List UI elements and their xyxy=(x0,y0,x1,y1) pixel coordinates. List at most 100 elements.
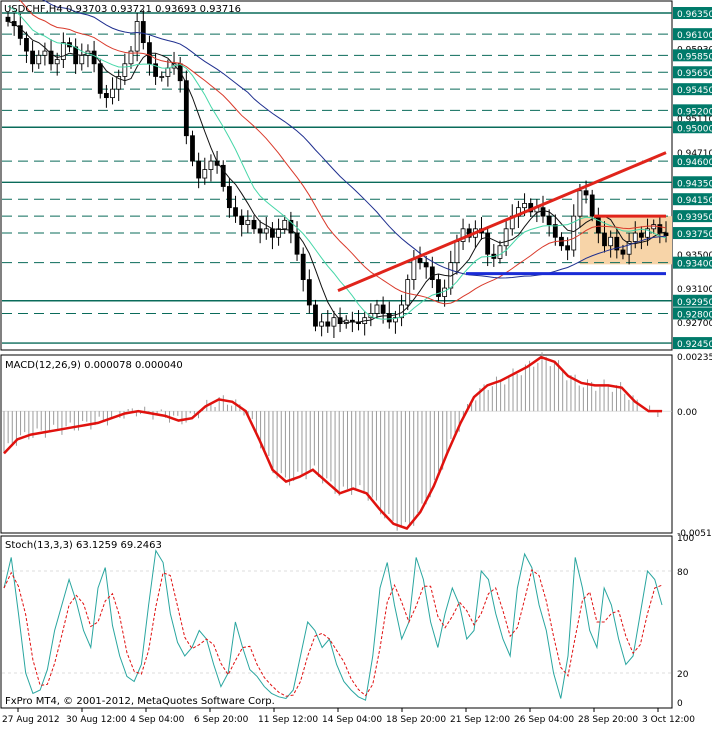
stoch-panel-frame xyxy=(0,535,673,709)
candle-body xyxy=(42,50,48,56)
candle-body xyxy=(626,241,632,255)
candle-body xyxy=(282,219,288,230)
price-label-text: 0.94350 xyxy=(677,179,712,189)
price-label-text: 0.95850 xyxy=(677,52,712,62)
price-label-text: 0.93950 xyxy=(677,213,712,223)
candle-body xyxy=(233,207,238,217)
candle-body xyxy=(97,63,103,94)
candle-body xyxy=(374,304,380,314)
symbol-title: USDCHF,H4 xyxy=(4,4,63,15)
price-label-text: 0.96350 xyxy=(677,10,712,20)
candle-body xyxy=(263,228,269,234)
candle-body xyxy=(73,46,79,65)
candle-body xyxy=(565,245,571,251)
candle-body xyxy=(245,219,251,225)
ohlc-values: 0.93703 0.93721 0.93693 0.93716 xyxy=(66,4,241,15)
candle-body xyxy=(423,262,429,268)
time-axis: 27 Aug 2012 30 Aug 12:00 4 Sep 04:00 6 Sep … xyxy=(2,708,695,725)
ma-green-line xyxy=(7,5,667,320)
macd-panel-frame xyxy=(0,354,673,534)
candle-body xyxy=(116,76,122,90)
candle-body xyxy=(202,169,208,179)
price-label-box xyxy=(673,294,712,307)
price-label-box xyxy=(673,227,712,240)
price-label-box xyxy=(673,155,712,168)
price-label-text: 0.95200 xyxy=(677,107,712,117)
time-axis-label: 6 Sep 20:00 xyxy=(194,715,249,725)
candle-body xyxy=(153,63,158,77)
candle-body xyxy=(368,313,374,319)
price-axis-label: 0.92700 xyxy=(677,319,712,329)
price-label-box xyxy=(673,7,712,20)
time-axis-label: 11 Sep 12:00 xyxy=(258,715,318,725)
candle-body xyxy=(386,313,392,323)
candle-body xyxy=(251,219,257,230)
candle-body xyxy=(503,228,509,247)
price-label-box xyxy=(673,66,712,79)
candle-body xyxy=(460,228,466,242)
candle-body xyxy=(306,279,312,306)
price-label-text: 0.92950 xyxy=(677,298,712,308)
time-axis-label: 3 Oct 12:00 xyxy=(642,715,695,725)
candle-body xyxy=(405,279,411,306)
candle-body xyxy=(24,37,29,52)
candle-body xyxy=(571,215,577,251)
candle-body xyxy=(546,215,552,225)
price-label-box xyxy=(673,307,712,320)
candle-body xyxy=(325,321,331,327)
price-label-box xyxy=(673,83,712,96)
candle-body xyxy=(632,232,638,242)
macd-axis-label: 0.00235 xyxy=(677,353,712,363)
candle-body xyxy=(485,232,491,255)
stoch-signal-line xyxy=(3,568,663,697)
candle-body xyxy=(239,215,245,225)
price-label-text: 0.93400 xyxy=(677,260,712,270)
ma-black-line xyxy=(7,20,667,324)
macd-axis-label: -0.00515 xyxy=(677,529,712,539)
price-label-box xyxy=(673,28,712,41)
stoch-axis-label: 80 xyxy=(677,568,689,578)
candle-body xyxy=(497,245,503,259)
price-panel xyxy=(2,0,672,344)
candle-body xyxy=(257,228,263,234)
price-label-box xyxy=(673,193,712,206)
candle-body xyxy=(393,317,398,323)
candle-body xyxy=(103,93,109,99)
time-axis-label: 14 Sep 04:00 xyxy=(322,715,382,725)
candle-body xyxy=(17,25,23,39)
candle-body xyxy=(36,54,42,65)
candle-body xyxy=(583,190,589,196)
candle-body xyxy=(54,59,60,65)
price-label-box xyxy=(673,337,712,350)
candle-body xyxy=(60,42,66,60)
candle-body xyxy=(226,186,232,209)
candle-body xyxy=(442,287,448,297)
candle-body xyxy=(522,203,527,209)
price-label-text: 0.95000 xyxy=(677,124,712,134)
candle-body xyxy=(183,80,189,137)
candle-body xyxy=(134,21,140,52)
candle-body xyxy=(140,21,146,44)
candle-body xyxy=(657,224,663,234)
time-axis-label: 27 Aug 2012 xyxy=(2,715,60,725)
candle-body xyxy=(128,50,134,65)
price-axis-label: 0.93100 xyxy=(677,285,712,295)
candle-body xyxy=(639,232,644,238)
price-label-text: 0.95650 xyxy=(677,69,712,79)
ma-red-line xyxy=(19,0,667,305)
candle-body xyxy=(190,135,195,162)
time-axis-label: 28 Sep 20:00 xyxy=(578,715,638,725)
candle-body xyxy=(552,224,558,238)
price-label-box xyxy=(673,256,712,269)
stoch-axis-label: 100 xyxy=(677,534,694,544)
candle-body xyxy=(208,160,214,170)
time-axis-label: 30 Aug 12:00 xyxy=(66,715,127,725)
candle-body xyxy=(380,304,386,314)
candle-body xyxy=(110,88,115,99)
stoch-axis-label: 20 xyxy=(677,670,689,680)
price-label-box xyxy=(673,176,712,189)
candle-body xyxy=(220,164,226,187)
candle-body xyxy=(436,279,441,297)
price-axis-label: 0.95110 xyxy=(677,115,712,125)
